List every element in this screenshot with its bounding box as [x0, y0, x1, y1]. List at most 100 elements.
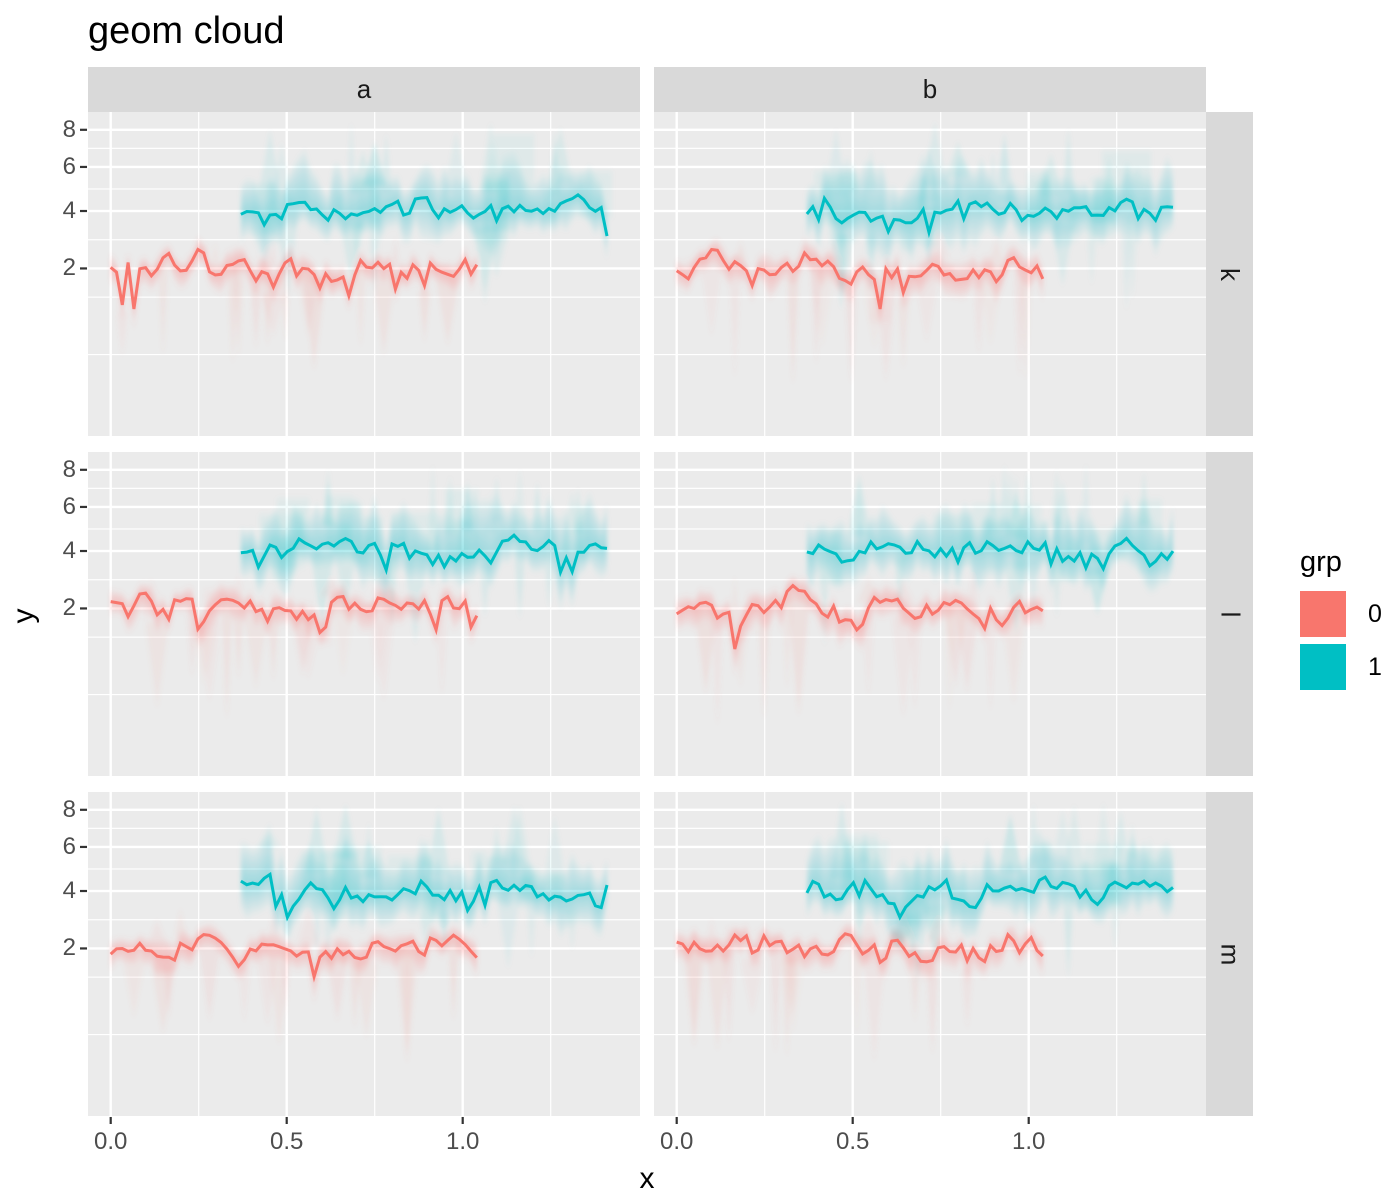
line-layer [109, 193, 609, 310]
facet-strip-col-b: b [654, 67, 1206, 112]
x-tick-label: 0.5 [270, 1128, 304, 1155]
cloud-spike-grp1 [1051, 481, 1075, 543]
cloud-patch-grp0 [820, 945, 836, 969]
cloud-spike-grp0 [267, 240, 280, 280]
x-tick-mark [851, 1117, 854, 1124]
y-tick-mark [80, 845, 87, 849]
cloud-spike-grp1 [824, 128, 848, 197]
cloud-spike-grp0 [174, 909, 187, 937]
y-tick-label: 2 [62, 594, 76, 622]
cloud-tail-grp1 [1062, 891, 1075, 980]
cloud-spike-grp1 [572, 488, 584, 534]
cloud-spike-grp0 [389, 237, 402, 281]
cloud-tail-grp1 [403, 560, 427, 645]
cloud-tail-grp0 [926, 967, 939, 1055]
series-line-grp0 [676, 931, 1044, 965]
cloud-spike-grp1 [1021, 470, 1034, 525]
cloud-spike-grp1 [1080, 462, 1092, 544]
cloud-ribbon-grp0 [110, 236, 477, 330]
cloud-spike-grp1 [987, 151, 999, 195]
y-tick-label: 8 [62, 795, 76, 823]
line-layer [110, 533, 608, 636]
cloud-tail-grp0 [699, 254, 724, 337]
panel-b-m [654, 792, 1206, 1116]
series-line-grp0 [109, 247, 479, 310]
cloud-ribbon-grp1 [806, 835, 1173, 950]
cloud-tail-grp1 [923, 904, 947, 964]
cloud-spike-grp1 [339, 835, 352, 859]
cloud-spike-grp0 [705, 919, 718, 945]
line-layer [109, 871, 609, 983]
cloud-spike-grp1 [1109, 810, 1133, 875]
cloud-spike-grp1 [258, 129, 282, 195]
cloud-spike-grp0 [967, 569, 979, 607]
cloud-tail-grp1 [865, 235, 877, 294]
cloud-spike-grp1 [847, 474, 871, 536]
cloud-tail-grp0 [723, 952, 735, 1044]
cloud-spike-grp1 [830, 801, 854, 878]
series-line-grp1 [240, 193, 609, 237]
cloud-spike-grp1 [357, 840, 381, 878]
cloud-patch-grp1 [907, 869, 916, 925]
cloud-spike-grp0 [296, 908, 320, 946]
cloud-tail-grp1 [1085, 223, 1098, 287]
cloud-tail-grp1 [525, 895, 538, 960]
x-axis-title: x [639, 1162, 655, 1195]
cloud-spike-grp1 [1138, 470, 1150, 526]
cloud-spike-grp0 [232, 574, 245, 597]
y-tick-label: 8 [62, 455, 76, 483]
y-tick-mark [80, 808, 87, 811]
y-tick-mark [80, 889, 87, 893]
cloud-tail-grp1 [566, 909, 578, 952]
cloud-tail-grp0 [897, 299, 910, 370]
y-tick-mark [80, 549, 87, 553]
cloud-tail-grp0 [354, 962, 378, 1039]
series-line-grp1 [806, 536, 1175, 573]
cloud-spike-grp0 [145, 920, 169, 948]
cloud-spike-grp1 [363, 140, 387, 186]
series-line-grp1 [240, 871, 609, 922]
y-axis-title: y [7, 608, 40, 624]
series-line-grp1 [805, 194, 1174, 239]
y-tick-label: 6 [62, 492, 76, 520]
cloud-tail-grp0 [909, 624, 921, 711]
line-layer [676, 875, 1174, 965]
cloud-tail-grp0 [261, 278, 274, 346]
cloud-patch-grp0 [436, 935, 448, 951]
cloud-patch-grp0 [327, 271, 336, 296]
cloud-tail-grp0 [186, 605, 198, 678]
cloud-tail-grp1 [322, 907, 334, 966]
cloud-tail-grp1 [1120, 213, 1133, 313]
facet-strip-row-m: m [1206, 792, 1253, 1116]
cloud-tail-grp0 [851, 951, 863, 1037]
legend-label-grp0: 0 [1368, 599, 1382, 628]
cloud-patch-grp1 [551, 182, 558, 221]
cloud-tail-grp1 [496, 897, 520, 969]
y-tick-mark [80, 209, 87, 213]
line-layer [675, 536, 1175, 650]
cloud-tail-grp0 [734, 633, 747, 687]
facet-strip-label-m: m [1214, 943, 1245, 965]
panel-b-l [654, 452, 1206, 776]
facet-strip-label-b: b [922, 74, 938, 104]
cloud-tail-grp0 [267, 951, 291, 1046]
cloud-tail-grp1 [818, 557, 831, 648]
y-tick-mark [80, 947, 87, 950]
cloud-patch-grp1 [277, 191, 287, 228]
cloud-spike-grp1 [1103, 156, 1115, 195]
cloud-spike-grp1 [998, 463, 1011, 530]
cloud-tail-grp1 [836, 234, 848, 294]
cloud-spike-grp0 [145, 579, 158, 594]
cloud-tail-grp0 [238, 966, 251, 1023]
cloud-spike-grp1 [1010, 474, 1022, 539]
cloud-tail-grp0 [769, 946, 782, 1055]
series-line-grp0 [110, 591, 479, 636]
cloud-tail-grp0 [151, 964, 175, 1035]
cloud-tail-grp1 [333, 547, 358, 613]
cloud-tail-grp1 [853, 907, 865, 964]
cloud-ribbon-grp0 [676, 237, 1043, 328]
cloud-patch-grp1 [471, 851, 487, 894]
cloud-tail-grp0 [331, 604, 355, 677]
cloud-tail-grp1 [310, 898, 323, 959]
cloud-tail-grp0 [984, 612, 997, 713]
